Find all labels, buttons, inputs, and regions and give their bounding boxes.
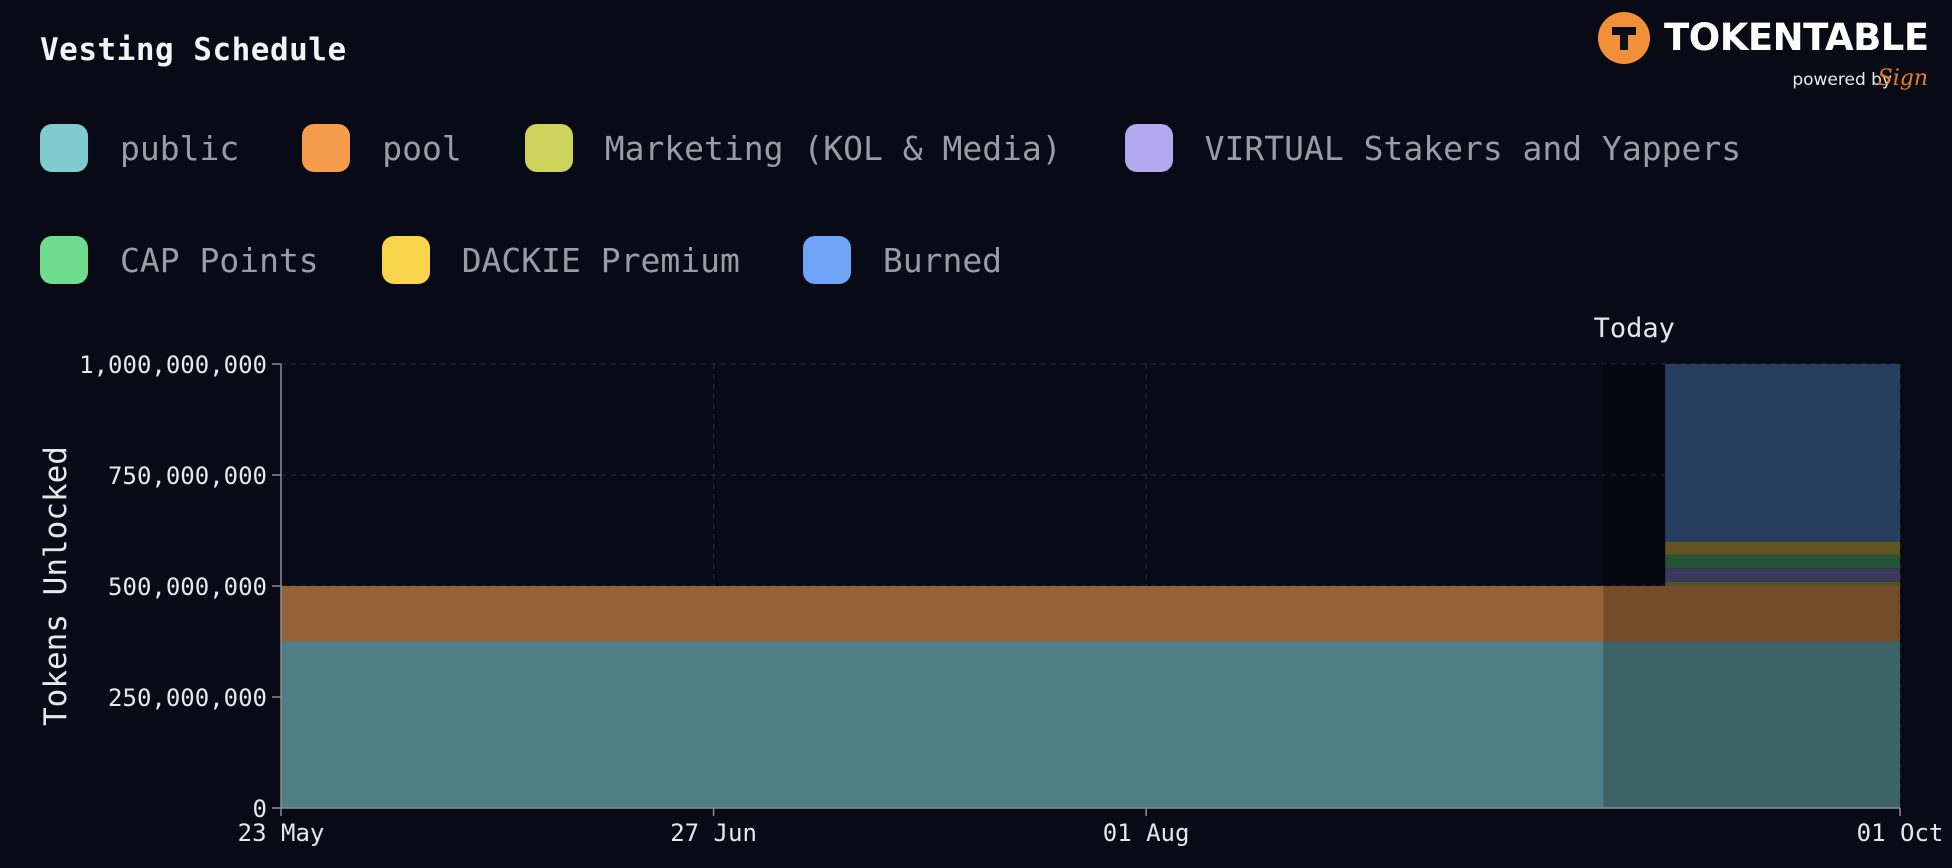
legend-label: CAP Points: [120, 240, 319, 280]
chart-title: Vesting Schedule: [40, 32, 347, 68]
legend-label: Marketing (KOL & Media): [604, 128, 1062, 168]
legend-swatch: [524, 124, 573, 172]
legend-label: VIRTUAL Stakers and Yappers: [1204, 128, 1742, 168]
legend-label: public: [120, 128, 240, 168]
legend-swatch: [40, 236, 88, 284]
x-tick-label: 27 Jun: [670, 819, 757, 847]
legend-item-cap-points[interactable]: CAP Points: [40, 236, 319, 284]
y-tick-label: 750,000,000: [108, 462, 267, 490]
legend-label: Burned: [882, 240, 1003, 280]
area-series-0: [281, 641, 1900, 808]
brand-name: TOKENTABLE: [1664, 16, 1929, 59]
area-series-3: [281, 568, 1900, 586]
y-tick-label: 250,000,000: [108, 684, 267, 712]
powered-by-text: powered by: [1792, 70, 1892, 90]
legend-item-burned[interactable]: Burned: [802, 236, 1003, 284]
sign-logo: Sign: [1877, 66, 1928, 91]
x-tick-label: 01 Oct: [1857, 819, 1944, 847]
legend-item-dackie-premium[interactable]: DACKIE Premium: [381, 236, 740, 284]
legend-swatch: [1124, 124, 1173, 172]
legend-swatch: [302, 124, 351, 172]
y-tick-label: 500,000,000: [108, 573, 267, 601]
legend-swatch: [381, 236, 430, 284]
area-series-6: [281, 364, 1900, 586]
y-axis-label: Tokens Unlocked: [38, 446, 74, 726]
tokentable-logo-icon: [1598, 12, 1650, 64]
legend-item-virtual-stakers[interactable]: VIRTUAL Stakers and Yappers: [1124, 124, 1742, 172]
area-series-4: [281, 554, 1900, 586]
y-tick-label: 0: [253, 795, 267, 823]
legend-item-public[interactable]: public: [40, 124, 239, 172]
today-region: [1603, 364, 1900, 808]
area-series-5: [281, 541, 1900, 586]
legend-item-pool[interactable]: pool: [302, 124, 462, 172]
x-tick-label: 01 Aug: [1103, 819, 1190, 847]
legend-row: CAP Points DACKIE Premium Burned: [40, 224, 1840, 296]
x-tick-label: 23 May: [238, 819, 325, 847]
legend-swatch: [40, 124, 88, 172]
legend-item-marketing[interactable]: Marketing (KOL & Media): [524, 124, 1062, 172]
y-tick-label: 1,000,000,000: [79, 351, 267, 379]
legend-swatch: [802, 236, 851, 284]
legend-label: pool: [382, 128, 462, 168]
area-series-1: [281, 586, 1900, 642]
chart-legend: public pool Marketing (KOL & Media) VIRT…: [40, 112, 1840, 336]
tokentable-brand[interactable]: TOKENTABLE powered by Sign: [1598, 12, 1929, 96]
legend-row: public pool Marketing (KOL & Media) VIRT…: [40, 112, 1840, 184]
area-series-2: [281, 581, 1900, 586]
legend-label: DACKIE Premium: [461, 240, 740, 280]
today-label: Today: [1594, 313, 1675, 344]
